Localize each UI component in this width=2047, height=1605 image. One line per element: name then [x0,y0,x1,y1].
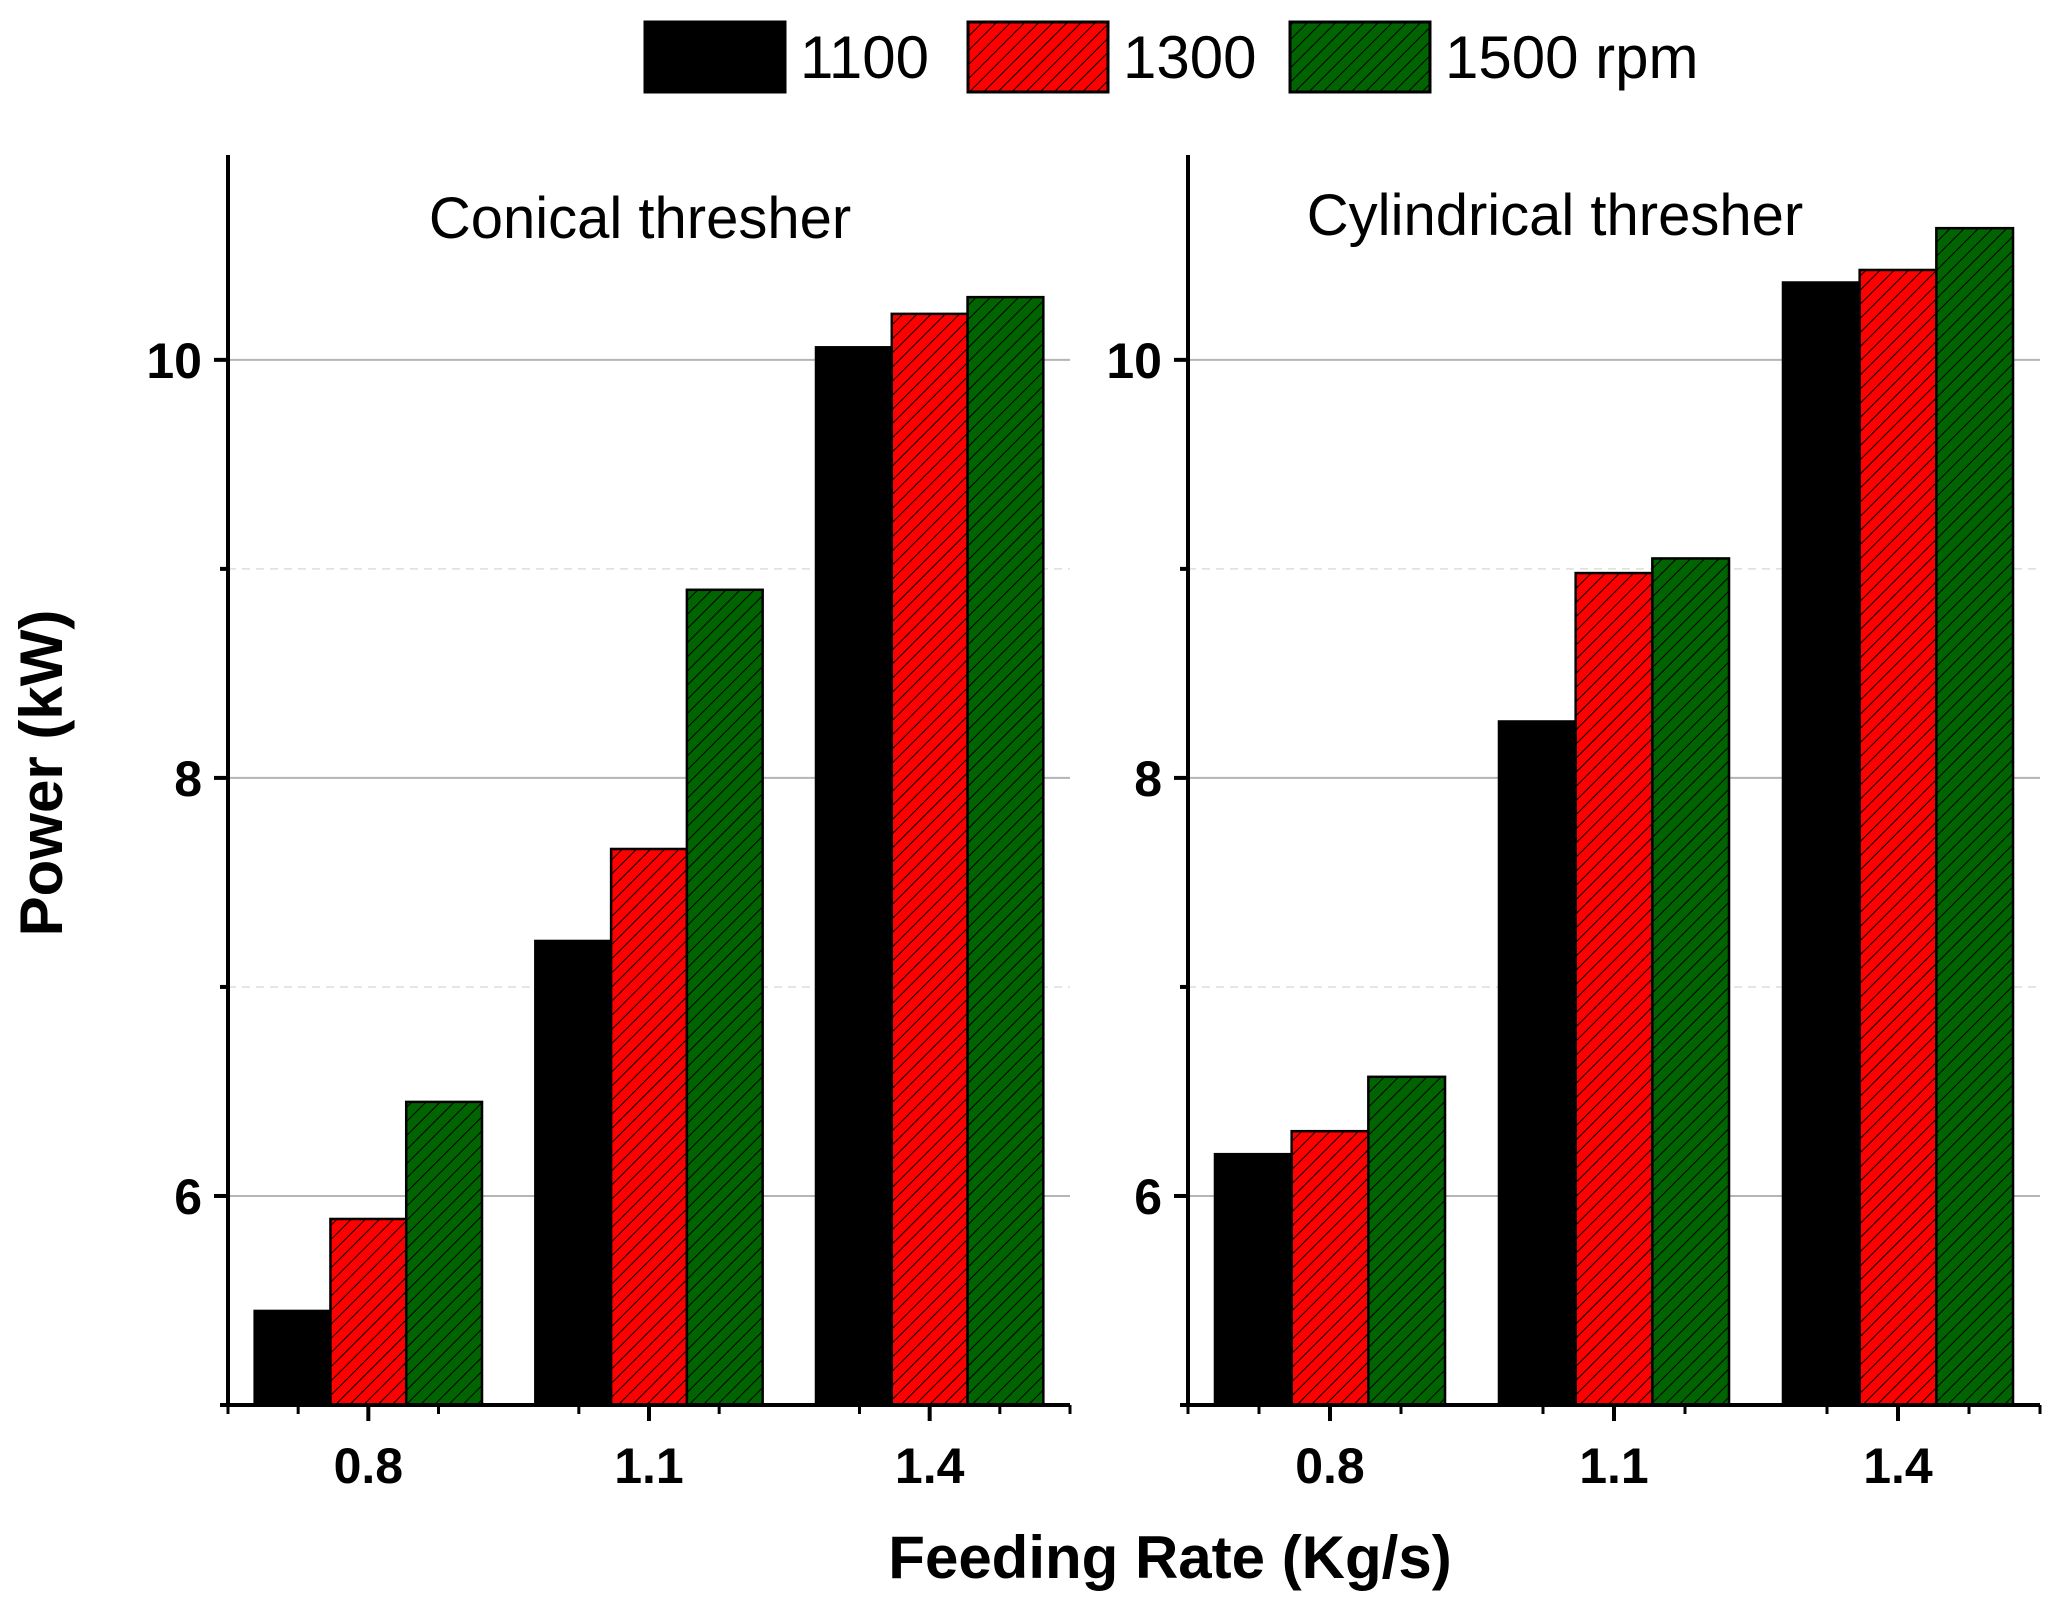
bars [253,295,1045,1407]
y-tick-label: 6 [174,1169,202,1225]
y-tick-labels: 6 8 10 [146,333,202,1225]
y-tick-label: 10 [1106,333,1162,389]
y-tick-labels: 6 8 10 [1106,333,1162,1225]
y-axis-title: Power (kW) [8,610,75,937]
y-tick-label: 10 [146,333,202,389]
bar-s1300-0.8 [1290,1129,1370,1407]
bar-s1500-1.1 [685,588,764,1407]
legend-swatch-1500 [1288,20,1432,94]
legend-swatch-1100 [643,20,787,94]
axes-lines [214,155,1072,1421]
legend-entry-1300: 1300 [966,20,1256,94]
x-tick-label: 1.4 [1863,1438,1933,1494]
legend: 1100 1300 1500 rpm [643,20,1698,94]
bar-s1500-0.8 [1367,1075,1447,1407]
x-tick-labels: 0.8 1.1 1.4 [1295,1438,1933,1494]
bar-s1500-1.4 [966,295,1045,1407]
legend-entry-1100: 1100 [643,20,929,94]
bar-s1100-1.1 [534,939,613,1407]
bar-s1100-0.8 [253,1309,332,1407]
bar-s1500-0.8 [404,1100,484,1407]
x-tick-labels: 0.8 1.1 1.4 [334,1438,965,1494]
bar-s1100-1.4 [814,346,894,1407]
x-tick-label: 1.1 [614,1438,684,1494]
x-tick-label: 0.8 [334,1438,404,1494]
x-axis-title: Feeding Rate (Kg/s) [888,1524,1451,1591]
y-tick-label: 6 [1134,1169,1162,1225]
legend-label-1100: 1100 [800,24,929,91]
bar-s1300-1.4 [1858,268,1938,1407]
bar-s1300-0.8 [329,1217,408,1407]
x-tick-label: 1.1 [1579,1438,1649,1494]
x-tick-label: 1.4 [895,1438,965,1494]
bar-s1500-1.1 [1651,557,1731,1407]
axes-lines [1174,155,2042,1421]
legend-entry-1500: 1500 rpm [1288,20,1698,94]
panel-title-conical: Conical thresher [429,186,851,251]
x-tick-label: 0.8 [1295,1438,1365,1494]
panel-conical: 6 8 10 0.8 1.1 1.4 Conical thresher [146,155,1072,1494]
bar-s1300-1.1 [609,847,689,1407]
y-tick-label: 8 [174,751,202,807]
bar-s1300-1.1 [1574,571,1654,1407]
legend-label-1300: 1300 [1123,24,1256,91]
bar-s1100-0.8 [1213,1152,1293,1407]
bar-s1100-1.1 [1497,720,1577,1407]
legend-label-1500: 1500 rpm [1445,24,1698,91]
bar-s1100-1.4 [1781,281,1861,1407]
panel-cylindrical: 6 8 10 0.8 1.1 1.4 Cylindrical thresher [1106,155,2042,1494]
legend-swatch-1300 [966,20,1110,94]
bar-s1500-1.4 [1935,226,2015,1407]
bars [1213,226,2015,1407]
y-tick-label: 8 [1134,751,1162,807]
bar-s1300-1.4 [890,312,969,1407]
panel-title-cylindrical: Cylindrical thresher [1307,183,1803,248]
